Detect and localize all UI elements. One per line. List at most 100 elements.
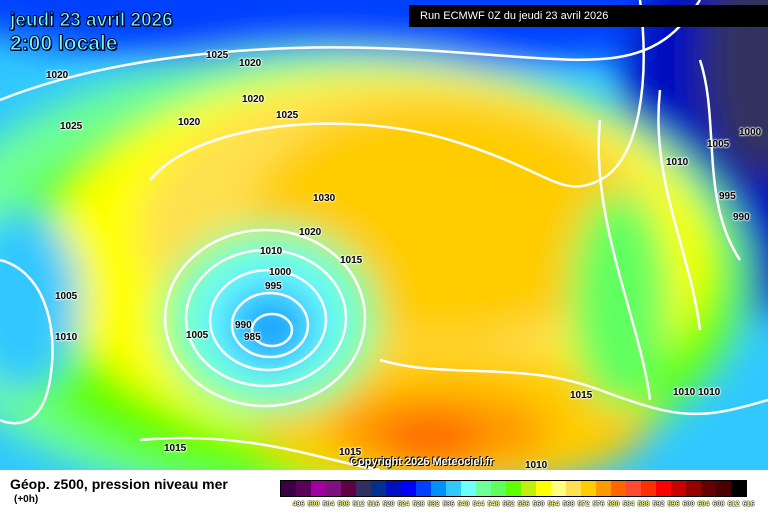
isobar-label: 1010	[525, 460, 548, 470]
legend-tick: 540	[457, 501, 470, 508]
legend-swatch	[581, 481, 596, 496]
legend-swatch	[506, 481, 521, 496]
legend-swatch	[731, 481, 746, 496]
legend-tick: 532	[427, 501, 440, 508]
legend-swatch	[656, 481, 671, 496]
legend-tick: 572	[577, 501, 590, 508]
isobar-label: 995	[719, 191, 736, 202]
legend-tick: 584	[622, 501, 635, 508]
forecast-step: (+0h)	[14, 494, 39, 505]
isobar-label: 1005	[707, 139, 730, 150]
legend-tick: 608	[712, 501, 725, 508]
legend-swatch	[566, 481, 581, 496]
isobar-label: 1000	[739, 127, 762, 138]
legend-swatch	[641, 481, 656, 496]
legend-tick: 580	[607, 501, 620, 508]
isobar-label: 1015	[339, 447, 362, 458]
legend-swatch	[491, 481, 506, 496]
field-title: Géop. z500, pression niveau mer	[10, 476, 228, 492]
isobar-label: 1015	[570, 390, 593, 401]
legend-tick: 544	[472, 501, 485, 508]
legend-swatch	[386, 481, 401, 496]
legend-tick: 564	[547, 501, 560, 508]
isobar-label: 1015	[340, 255, 363, 266]
legend-swatch	[716, 481, 731, 496]
legend-tick: 568	[562, 501, 575, 508]
legend-tick: 552	[502, 501, 515, 508]
legend-swatch	[296, 481, 311, 496]
legend-tick: 600	[682, 501, 695, 508]
legend-tick: 592	[652, 501, 665, 508]
legend-tick: 560	[532, 501, 545, 508]
isobar-label: 1020	[299, 227, 322, 238]
legend-swatch	[326, 481, 341, 496]
legend-tick: 556	[517, 501, 530, 508]
legend-swatch	[551, 481, 566, 496]
isobar-label: 1015	[164, 443, 187, 454]
isobar-label: 1020	[242, 94, 265, 105]
legend-swatch	[701, 481, 716, 496]
isobar-label: 990	[733, 212, 750, 223]
legend-swatch	[341, 481, 356, 496]
legend-tick: 496	[292, 501, 305, 508]
footer: Géop. z500, pression niveau mer (+0h) 49…	[0, 470, 768, 512]
legend-swatch	[431, 481, 446, 496]
legend-swatch	[521, 481, 536, 496]
legend-swatch	[611, 481, 626, 496]
color-legend	[280, 480, 747, 497]
legend-tick: 516	[367, 501, 380, 508]
legend-swatch	[671, 481, 686, 496]
legend-tick: 504	[322, 501, 335, 508]
isobar-label: 990	[235, 320, 252, 331]
isobar-label: 1020	[239, 58, 262, 69]
geopotential-field	[0, 0, 768, 470]
legend-tick: 616	[742, 501, 755, 508]
color-legend-ticks: 496 500 504 508 512 516 520 524 528 532 536 540 544 5…	[291, 501, 756, 508]
weather-map: jeudi 23 avril 2026 2:00 locale Run ECMW…	[0, 0, 768, 470]
legend-tick: 500	[307, 501, 320, 508]
legend-swatch	[401, 481, 416, 496]
copyright: Copyright 2026 Meteociel.fr	[350, 456, 494, 468]
legend-swatch	[446, 481, 461, 496]
isobar-label: 1025	[276, 110, 299, 121]
isobar-label: 1020	[46, 70, 69, 81]
legend-swatch	[281, 481, 296, 496]
legend-swatch	[686, 481, 701, 496]
isobar-label: 1010	[260, 246, 283, 257]
legend-swatch	[626, 481, 641, 496]
legend-tick: 512	[352, 501, 365, 508]
legend-tick: 524	[397, 501, 410, 508]
legend-tick: 612	[727, 501, 740, 508]
isobar-label: 1010	[55, 332, 78, 343]
legend-tick: 528	[412, 501, 425, 508]
isobar-label: 1010	[698, 387, 721, 398]
legend-tick: 604	[697, 501, 710, 508]
isobar-label: 1000	[269, 267, 292, 278]
isobar-label: 1010	[666, 157, 689, 168]
legend-swatch	[311, 481, 326, 496]
isobar-label: 1010	[673, 387, 696, 398]
isobar-label: 1005	[186, 330, 209, 341]
isobars	[0, 0, 768, 470]
isobar-label: 1020	[178, 117, 201, 128]
legend-tick: 520	[382, 501, 395, 508]
isobar-label: 1025	[60, 121, 83, 132]
legend-swatch	[461, 481, 476, 496]
isobar-label: 1030	[313, 193, 336, 204]
legend-swatch	[476, 481, 491, 496]
map-local-time: 2:00 locale	[9, 32, 118, 56]
legend-tick: 576	[592, 501, 605, 508]
legend-swatch	[536, 481, 551, 496]
legend-tick: 508	[337, 501, 350, 508]
isobar-label: 1005	[55, 291, 78, 302]
model-run-label: Run ECMWF 0Z du jeudi 23 avril 2026	[409, 5, 768, 27]
legend-tick: 596	[667, 501, 680, 508]
legend-swatch	[356, 481, 371, 496]
map-date: jeudi 23 avril 2026	[10, 10, 174, 32]
legend-swatch	[596, 481, 611, 496]
legend-tick: 588	[637, 501, 650, 508]
isobar-label: 1025	[206, 50, 229, 61]
legend-tick: 536	[442, 501, 455, 508]
legend-swatch	[416, 481, 431, 496]
legend-tick: 548	[487, 501, 500, 508]
